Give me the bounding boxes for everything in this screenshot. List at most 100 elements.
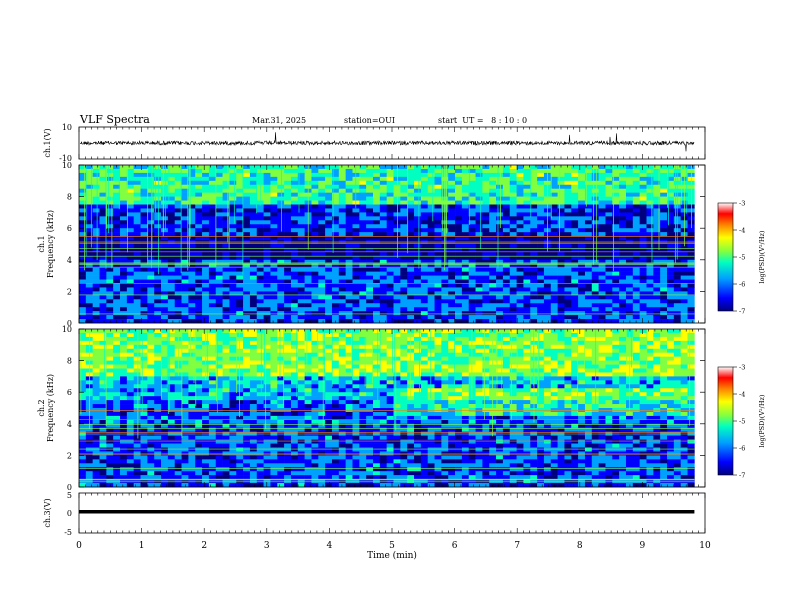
spectrogram-cell (523, 200, 531, 205)
spectrogram-cell (126, 208, 134, 213)
spectrogram-cell (537, 279, 545, 284)
spectrogram-cell (646, 299, 654, 304)
spectrogram-cell (318, 251, 326, 257)
spectrogram-cell (578, 228, 586, 233)
spectrogram-cell (243, 447, 251, 452)
spectrogram-cell (263, 220, 271, 225)
spectrogram-cell (414, 192, 422, 197)
spectrogram-cell (188, 303, 196, 308)
spectrogram-cell (147, 344, 155, 350)
spectrogram-cell (229, 204, 237, 209)
spectrogram-cell (277, 200, 285, 205)
spectrogram-cell (284, 340, 292, 346)
spectrogram-cell (502, 319, 511, 324)
spectrogram-cell (646, 180, 654, 186)
spectrogram-cell (448, 180, 456, 186)
spectrogram-cell (537, 176, 545, 182)
spectrogram-cell (85, 216, 93, 221)
spectrogram-cell (284, 372, 292, 377)
spectrogram-cell (174, 247, 182, 253)
spectrogram-cell (366, 299, 374, 304)
spectrogram-cell (311, 172, 319, 178)
spectrogram-cell (188, 236, 196, 241)
spectrogram-cell (578, 180, 586, 186)
spectrogram-cell (537, 271, 545, 276)
spectrogram-cell (85, 315, 93, 320)
spectrogram-cell (236, 192, 244, 197)
spectrogram-cell (113, 311, 121, 316)
spectrogram-cell (243, 463, 251, 468)
spectrogram-cell (502, 176, 511, 182)
spectrogram-cell (208, 319, 217, 324)
spectrogram-cell (427, 291, 435, 296)
spectrogram-cell (345, 168, 353, 174)
spectrogram-cell (140, 364, 148, 369)
spectrogram-cell (188, 184, 196, 189)
spectrogram-cell (263, 396, 271, 401)
spectrogram-cell (208, 376, 217, 381)
spectrogram-cell (680, 255, 688, 261)
spectrogram-cell (379, 275, 387, 280)
spectrogram-cell (215, 176, 223, 182)
spectrogram-cell (120, 329, 128, 334)
spectrogram-cell (113, 271, 121, 276)
spectrogram-cell (660, 247, 668, 253)
spectrogram-cell (359, 192, 367, 197)
spectrogram-cell (550, 283, 558, 288)
spectrogram-cell (243, 483, 251, 488)
spectrogram-cell (482, 299, 490, 304)
spectrogram-cell (195, 315, 203, 320)
spectrogram-cell (215, 315, 223, 320)
spectrogram-cell (85, 196, 93, 201)
spectrogram-cell (475, 168, 483, 174)
spectrogram-cell (120, 168, 128, 174)
spectrogram-cell (126, 455, 134, 460)
spectrogram-cell (434, 236, 442, 241)
spectrogram-cell (619, 287, 627, 292)
spectrogram-cell (263, 340, 271, 346)
spectrogram-cell (270, 176, 278, 182)
spectrogram-cell (126, 348, 134, 353)
spectrogram-cell (113, 479, 121, 484)
spectrogram-cell (578, 255, 586, 261)
spectrogram-cell (489, 259, 497, 265)
spectrogram-cell (639, 176, 647, 182)
spectrogram-cell (502, 267, 511, 272)
spectrogram-cell (167, 311, 176, 316)
spectrogram-cell (359, 303, 367, 308)
spectrogram-cell (249, 435, 258, 440)
spectrogram-cell (113, 255, 121, 261)
spectrogram-cell (106, 275, 114, 280)
spectrogram-cell (229, 455, 237, 460)
spectrogram-cell (502, 184, 511, 189)
spectrogram-cell (263, 259, 271, 265)
spectrogram-cell (161, 180, 169, 186)
spectrogram-cell (85, 220, 93, 225)
spectrogram-cell (188, 376, 196, 381)
spectrogram-cell (154, 295, 162, 300)
spectrogram-cell (79, 279, 87, 284)
spectrogram-cell (667, 251, 675, 257)
spectrogram-cell (270, 279, 278, 284)
spectrogram-cell (625, 184, 634, 189)
spectrogram-cell (448, 283, 456, 288)
spectrogram-cell (427, 220, 435, 225)
spectrogram-cell (167, 348, 176, 353)
spectrogram-cell (448, 291, 456, 296)
spectrogram-cell (215, 255, 223, 261)
spectrogram-cell (331, 244, 340, 249)
spectrogram-cell (174, 204, 182, 209)
spectrogram-cell (167, 299, 176, 304)
spectrogram-cell (133, 283, 141, 288)
spectrogram-cell (243, 348, 251, 353)
spectrogram-cell (85, 176, 93, 182)
spectrogram-cell (188, 372, 196, 377)
spectrogram-cell (236, 247, 244, 253)
spectrogram-cell (120, 455, 128, 460)
spectrogram-cell (202, 168, 210, 174)
spectrogram-cell (502, 212, 511, 217)
spectrogram-cell (482, 315, 490, 320)
spectrogram-cell (243, 295, 251, 300)
spectrogram-cell (400, 228, 408, 233)
spectrogram-cell (502, 251, 511, 257)
